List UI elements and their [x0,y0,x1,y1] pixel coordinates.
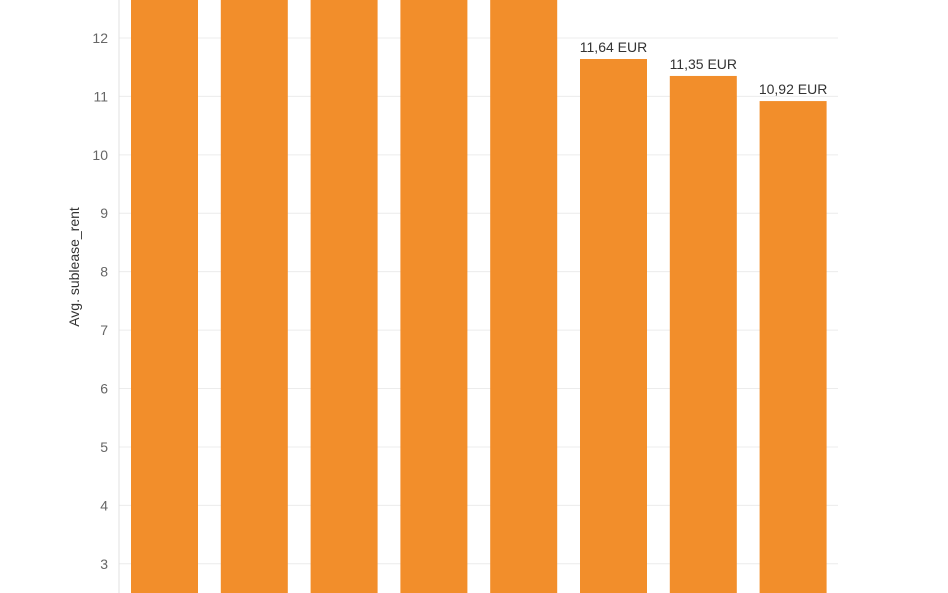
y-axis-title: Avg. sublease_rent [66,207,82,327]
bar [220,0,288,593]
bar [310,0,378,593]
bar [580,59,647,593]
y-tick-label: 12 [92,30,108,46]
y-tick-label: 4 [100,497,108,513]
bar-data-label: 10,92 EUR [759,81,827,97]
y-tick-label: 3 [100,556,108,572]
y-tick-label: 7 [100,322,108,338]
y-tick-label: 10 [92,147,108,163]
bars [131,0,827,593]
y-tick-label: 5 [100,439,108,455]
bar [759,101,827,593]
data-labels: 11,64 EUR 11,35 EUR 10,92 EUR [580,39,828,97]
y-axis-ticks: 3 4 5 6 7 8 9 10 11 12 [92,30,108,572]
bar-data-label: 11,64 EUR [580,39,647,55]
bar [400,0,468,593]
y-tick-label: 8 [100,264,108,280]
y-tick-label: 9 [100,205,108,221]
y-tick-label: 6 [100,381,108,397]
y-tick-label: 11 [93,88,108,104]
bar [490,0,558,593]
bar [131,0,198,593]
bar-data-label: 11,35 EUR [670,56,737,72]
bar [669,75,737,593]
